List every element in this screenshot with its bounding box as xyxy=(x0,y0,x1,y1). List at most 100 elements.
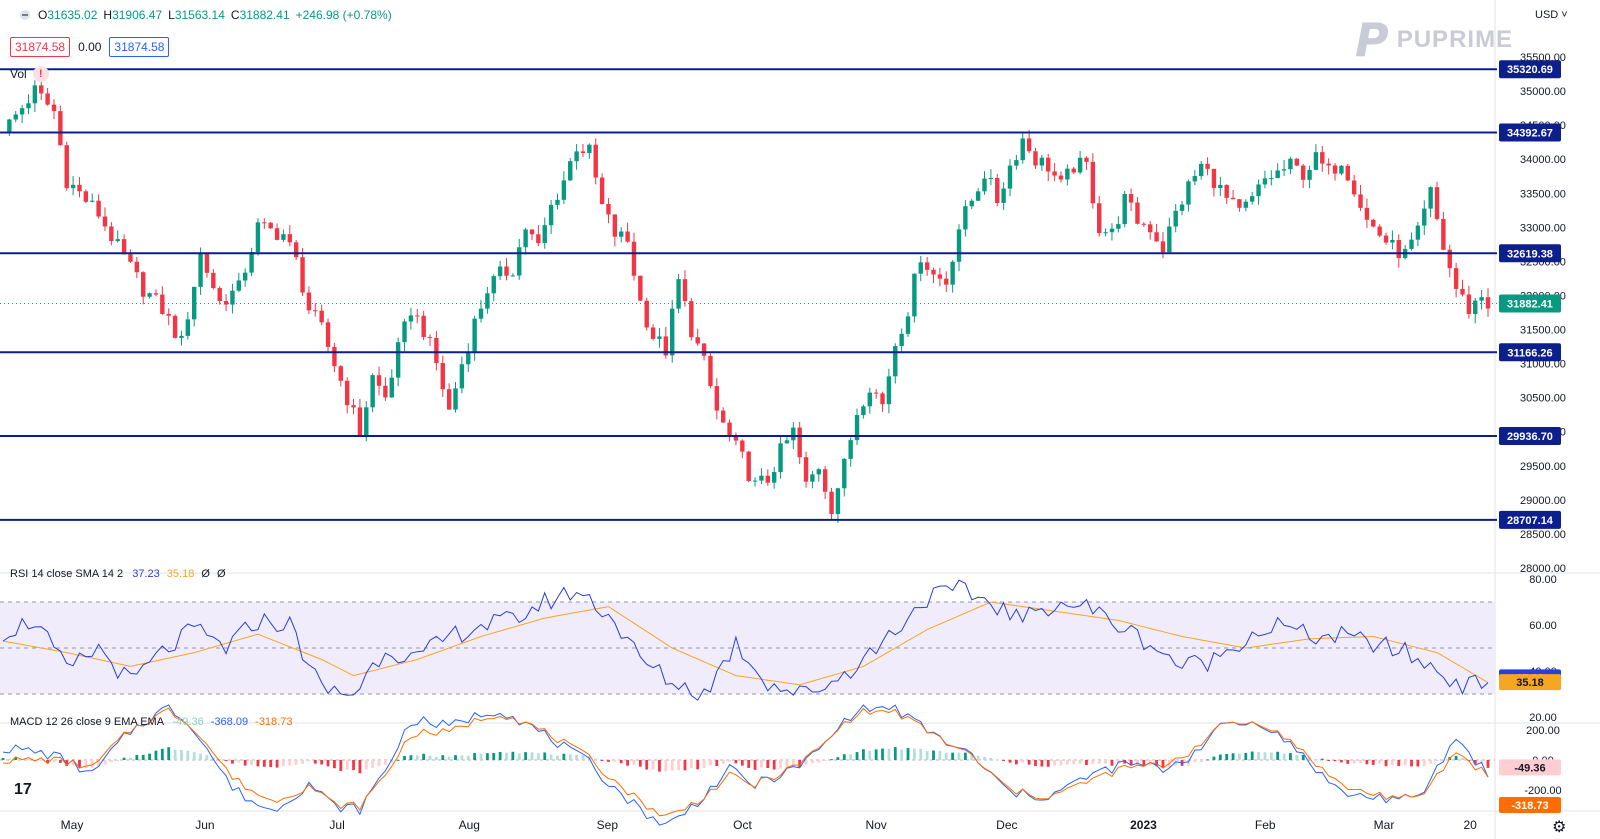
candle-body xyxy=(918,262,923,274)
sell-price-button[interactable]: 31874.58 xyxy=(10,37,71,57)
time-tick-label: May xyxy=(61,818,84,832)
rsi-legend[interactable]: RSI 14 close SMA 14 2 37.23 35.18 Ø Ø xyxy=(10,568,226,580)
candle xyxy=(1428,186,1433,218)
macd-hist-bar xyxy=(1021,760,1025,763)
candle-body xyxy=(1434,187,1440,219)
macd-hist-bar xyxy=(364,760,368,770)
candle-body xyxy=(982,178,987,192)
warning-icon[interactable]: ! xyxy=(32,66,49,82)
macd-hist-bar xyxy=(530,752,534,760)
candle xyxy=(759,468,764,485)
volume-legend[interactable]: Vol ! xyxy=(10,66,49,82)
candle-body xyxy=(198,253,203,287)
candle xyxy=(58,105,63,146)
candle xyxy=(19,105,25,124)
candle xyxy=(357,398,363,437)
candle-body xyxy=(740,440,745,452)
candle-body xyxy=(587,144,592,154)
candle-body xyxy=(497,266,503,277)
candle-body xyxy=(45,93,50,105)
candle xyxy=(172,314,178,339)
candle xyxy=(752,477,758,487)
macd-hist-bar xyxy=(122,757,126,760)
candle-body xyxy=(1020,138,1025,161)
candle xyxy=(376,366,382,396)
time-tick-label: Jul xyxy=(329,818,344,832)
candle-body xyxy=(102,216,108,227)
candle xyxy=(440,355,445,398)
macd-hist-bar xyxy=(766,760,770,768)
candle-body xyxy=(160,294,165,314)
candle xyxy=(453,381,458,413)
volume-label: Vol xyxy=(10,67,27,81)
macd-hist-bar xyxy=(549,754,553,760)
macd-hist-bar xyxy=(1333,760,1337,762)
level-label: 35320.69 xyxy=(1507,64,1553,76)
macd-hist-bar xyxy=(702,760,706,769)
candle-body xyxy=(816,469,821,475)
rsi-pane[interactable] xyxy=(0,579,1495,701)
price-axis[interactable]: 28000.0028500.0029000.0029500.0030000.00… xyxy=(1499,52,1566,813)
macd-pane[interactable] xyxy=(0,704,1495,826)
macd-hist-bar xyxy=(1129,760,1133,766)
candle xyxy=(166,308,171,326)
candle xyxy=(1135,197,1140,225)
candle xyxy=(510,273,516,277)
candle-body xyxy=(1288,158,1293,170)
macd-hist-bar xyxy=(893,747,897,760)
currency-selector[interactable]: USD ˅ xyxy=(1535,9,1568,21)
buy-price-button[interactable]: 31874.58 xyxy=(109,37,170,57)
candle xyxy=(332,342,337,372)
rsi-tick-label: 80.00 xyxy=(1529,574,1557,586)
price-tick-label: 31500.00 xyxy=(1520,325,1566,337)
candle xyxy=(1122,190,1127,228)
candle xyxy=(1065,164,1070,186)
macd-hist-bar xyxy=(963,752,967,760)
macd-hist-bar xyxy=(1193,760,1197,763)
candle xyxy=(1269,170,1274,186)
candle-body xyxy=(1351,180,1357,195)
ohlc-key: C xyxy=(230,8,240,22)
macd-hist-bar xyxy=(294,760,298,765)
macd-hist-bar xyxy=(1218,754,1222,760)
candle xyxy=(236,272,242,293)
collapse-icon[interactable] xyxy=(20,10,30,20)
macd-hist-bar xyxy=(779,760,782,769)
price-tick-label: 33000.00 xyxy=(1520,222,1566,234)
settings-icon[interactable]: ⚙ xyxy=(1552,819,1567,836)
candle-body xyxy=(389,377,394,398)
macd-hist-bar xyxy=(1161,760,1165,769)
tradingview-logo[interactable]: 17 xyxy=(14,781,32,798)
macd-hist-bar xyxy=(632,760,636,765)
macd-hist-bar xyxy=(1008,760,1012,763)
candle-body xyxy=(791,427,796,441)
macd-hist-bar xyxy=(492,752,496,760)
candle-body xyxy=(759,475,764,481)
candle xyxy=(1460,279,1465,297)
candle-body xyxy=(695,337,700,344)
candle-body xyxy=(1409,239,1414,249)
macd-hist-bar xyxy=(1327,760,1331,761)
macd-hist-bar xyxy=(90,760,94,768)
macd-hist-bar xyxy=(607,760,610,762)
brand-name: PUPRIME xyxy=(1396,26,1514,53)
candle xyxy=(638,275,643,301)
candle xyxy=(644,297,649,331)
rsi-tick-label: 60.00 xyxy=(1529,620,1557,632)
candle xyxy=(268,221,273,230)
candle xyxy=(670,299,675,363)
candle-body xyxy=(1211,168,1217,189)
candle-body xyxy=(325,322,331,347)
macd-legend[interactable]: MACD 12 26 close 9 EMA EMA -49.36 -368.0… xyxy=(10,716,292,728)
macd-hist-bar xyxy=(1257,752,1260,760)
time-axis[interactable]: May Jun Jul Aug Sep Oct Nov Dec 2023 Feb Mar 20 xyxy=(61,818,1477,832)
time-tick-label: Dec xyxy=(996,818,1017,832)
macd-hist-bar xyxy=(1340,760,1343,763)
candle-body xyxy=(7,119,12,132)
candle xyxy=(415,308,420,324)
candle-body xyxy=(644,300,649,328)
candle xyxy=(1479,289,1484,310)
macd-hist-bar xyxy=(333,760,336,769)
